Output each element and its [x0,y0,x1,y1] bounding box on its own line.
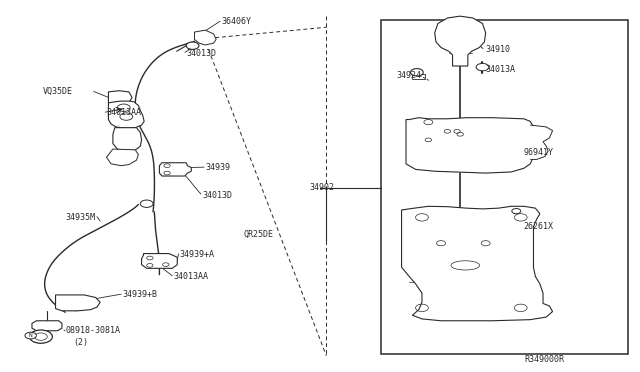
Circle shape [140,200,153,208]
Polygon shape [159,163,191,176]
Text: 34939: 34939 [205,163,230,172]
Text: 34902: 34902 [309,183,334,192]
Text: 34013AA: 34013AA [173,272,209,281]
Text: 96941Y: 96941Y [524,148,554,157]
Polygon shape [195,30,216,45]
Polygon shape [32,321,62,331]
Text: 34924: 34924 [396,71,422,80]
Circle shape [35,333,47,340]
Text: 26261X: 26261X [524,222,554,231]
Polygon shape [113,128,141,151]
Text: 08918-3081A: 08918-3081A [65,326,120,335]
Circle shape [186,42,199,49]
Text: 34910: 34910 [486,45,511,54]
Circle shape [410,68,423,76]
Text: R349000R: R349000R [524,355,564,364]
Polygon shape [435,16,486,66]
Text: VQ35DE: VQ35DE [43,87,73,96]
Circle shape [25,332,36,339]
Text: 34013D: 34013D [186,49,216,58]
Text: 34013D: 34013D [202,191,232,200]
Bar [381,20,628,354]
Text: QR25DE: QR25DE [244,230,273,238]
Polygon shape [106,149,138,166]
Polygon shape [406,118,534,173]
Text: (2): (2) [74,339,88,347]
Polygon shape [141,254,177,268]
Polygon shape [401,206,552,321]
Polygon shape [108,101,144,128]
Polygon shape [108,91,132,105]
Polygon shape [56,295,100,311]
Circle shape [476,63,489,71]
Text: 36406Y: 36406Y [221,17,252,26]
Circle shape [29,330,52,343]
Text: 34939+A: 34939+A [180,250,215,259]
Text: 34939+B: 34939+B [122,291,157,299]
Polygon shape [531,125,552,160]
Text: 34935M: 34935M [65,213,95,222]
Bar [412,74,425,79]
Text: N: N [28,333,32,338]
Text: 34013AA: 34013AA [106,108,141,117]
Ellipse shape [451,261,479,270]
Text: 34013A: 34013A [486,65,516,74]
